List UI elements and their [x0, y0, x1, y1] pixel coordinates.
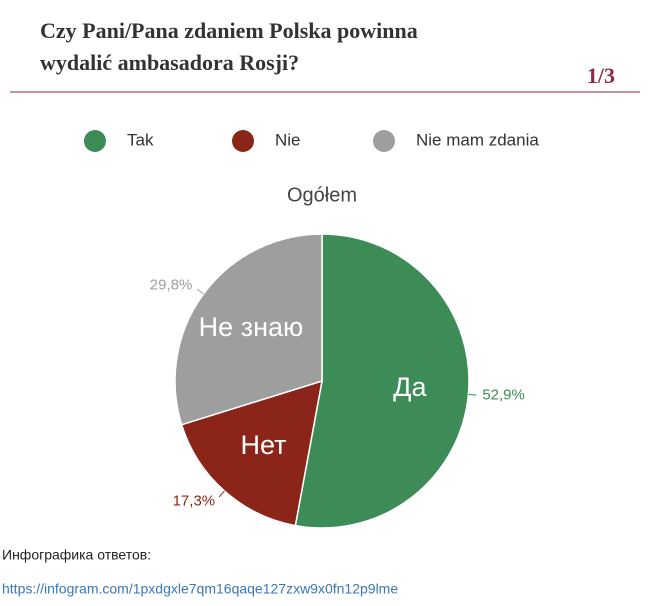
slice-label: Нет [240, 430, 286, 460]
leader-line [196, 288, 204, 295]
leader-line [468, 393, 477, 396]
leader-line [218, 490, 225, 498]
slice-label: Да [393, 372, 427, 402]
title-line: Czy Pani/Pana zdaniem Polska powinna [40, 18, 418, 43]
value-label: 17,3% [173, 492, 216, 509]
legend-label: Tak [127, 130, 154, 149]
pie-slice [294, 233, 470, 529]
footer-caption: Инфографика ответов: [2, 547, 151, 563]
value-label: 52,9% [482, 387, 525, 404]
legend-label: Nie [275, 130, 301, 149]
slice-label: Не знаю [199, 312, 304, 342]
legend-marker [373, 130, 395, 152]
legend-label: Nie mam zdania [416, 130, 539, 149]
pie-slice [174, 233, 323, 426]
legend-marker [232, 130, 254, 152]
footer-link[interactable]: https://infogram.com/1pxdgxle7qm16qaqe12… [2, 581, 398, 597]
chart-title: Ogółem [287, 184, 357, 206]
title-line: wydalić ambasadora Rosji? [40, 50, 299, 75]
page-indicator: 1/3 [587, 63, 615, 88]
value-label: 29,8% [150, 277, 193, 294]
legend-marker [84, 130, 106, 152]
pie-slice [180, 379, 323, 527]
